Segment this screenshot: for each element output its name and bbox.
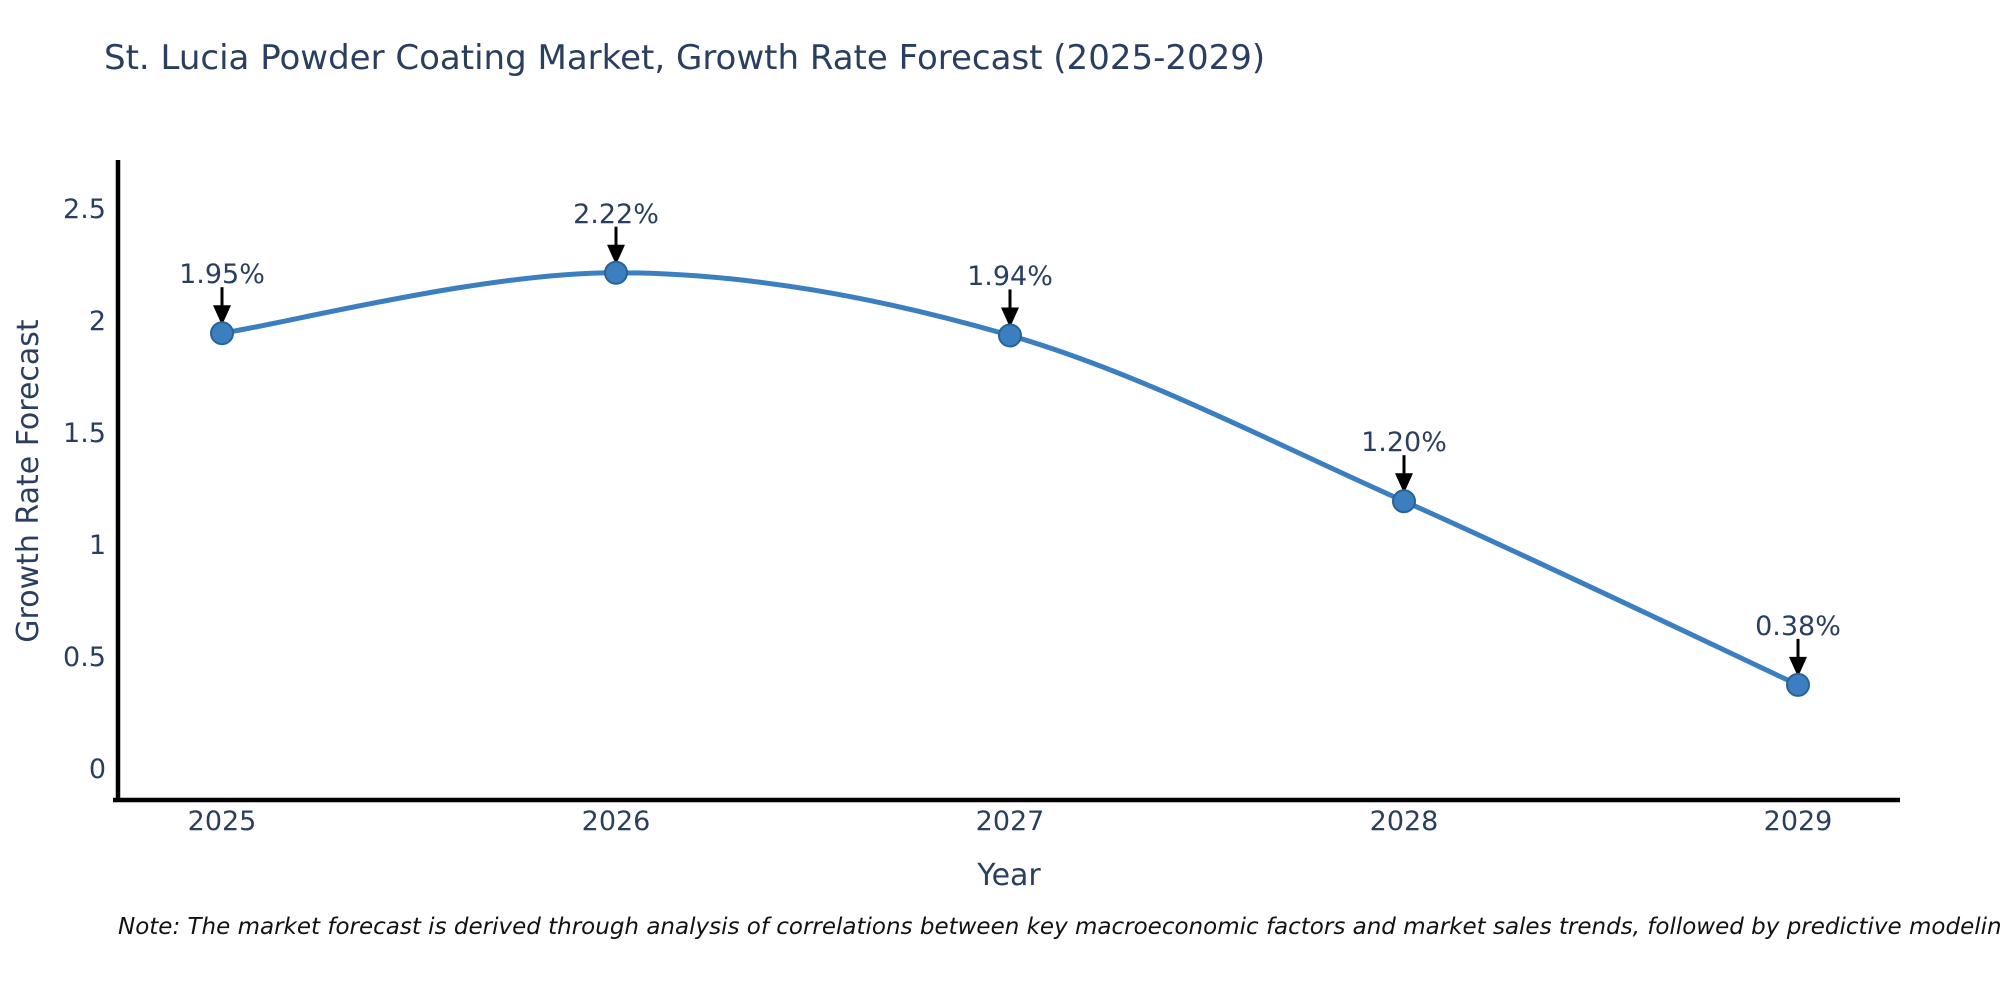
y-axis-title: Growth Rate Forecast — [11, 319, 46, 643]
y-tick-label: 0 — [88, 754, 106, 785]
y-tick-label: 0.5 — [63, 642, 106, 673]
x-tick-label: 2025 — [187, 806, 257, 837]
point-value-label: 1.94% — [967, 261, 1053, 293]
data-point-marker — [998, 323, 1022, 348]
chart-title: St. Lucia Powder Coating Market, Growth … — [104, 38, 1266, 78]
annotation-arrow-head — [1395, 473, 1413, 494]
y-tick-label: 1 — [88, 530, 106, 561]
footnote: Note: The market forecast is derived thr… — [118, 914, 2000, 940]
y-tick-label: 2 — [88, 306, 106, 337]
point-value-label: 2.22% — [573, 198, 659, 230]
annotation-arrow-head — [213, 305, 231, 326]
y-tick-label: 2.5 — [63, 194, 106, 225]
x-tick-label: 2026 — [581, 806, 651, 837]
point-value-label: 0.38% — [1755, 610, 1841, 642]
annotation-arrow-head — [607, 244, 625, 265]
data-point-marker — [1392, 489, 1416, 514]
y-tick-label: 1.5 — [63, 418, 106, 449]
annotation-arrow-head — [1001, 307, 1019, 328]
x-tick-label: 2029 — [1763, 806, 1833, 837]
data-point-marker — [1786, 672, 1810, 697]
annotation-arrow-head — [1789, 656, 1807, 677]
x-axis-title: Year — [977, 858, 1041, 893]
data-point-marker — [210, 321, 234, 346]
x-tick-label: 2027 — [975, 806, 1045, 837]
point-value-label: 1.20% — [1361, 427, 1447, 459]
point-value-label: 1.95% — [179, 259, 265, 291]
x-tick-label: 2028 — [1369, 806, 1439, 837]
data-point-marker — [604, 260, 628, 285]
